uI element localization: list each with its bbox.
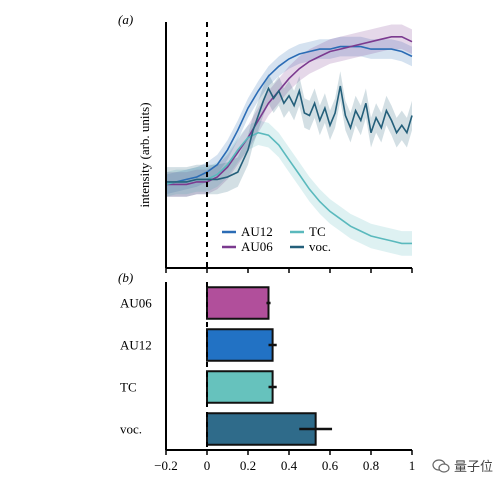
x-axis-ticks	[165, 268, 413, 273]
x-axis-ticks-b: −0.2 0 0.2 0.4 0.6 0.8 1	[154, 450, 415, 473]
panel-b: (b) AU06 AU12 TC voc. −0.2 0 0.2 0.4 0.6 0.8 1	[118, 270, 415, 473]
y-axis-label: intensity (arb. units)	[137, 102, 152, 207]
wechat-logo-icon	[432, 458, 450, 473]
watermark: 量子位	[432, 456, 493, 475]
x-tick-label: 0.4	[281, 458, 298, 473]
category-label: TC	[120, 380, 137, 395]
x-tick-label: 0.2	[240, 458, 256, 473]
band-AU06	[166, 24, 412, 197]
legend-label: TC	[309, 224, 326, 239]
band-voc	[166, 71, 412, 197]
watermark-text: 量子位	[453, 460, 493, 475]
x-tick-label: 0.6	[322, 458, 339, 473]
x-tick-label: −0.2	[154, 458, 178, 473]
panel-a-label: (a)	[118, 12, 133, 27]
bars	[206, 286, 317, 446]
bar-TC	[206, 370, 274, 404]
x-tick-label: 0	[204, 458, 211, 473]
category-labels: AU06 AU12 TC voc.	[120, 296, 152, 437]
error-bars	[266, 301, 333, 431]
bar-AU12	[206, 328, 274, 362]
x-tick-label: 1	[409, 458, 416, 473]
series-line-voc	[166, 85, 413, 183]
panel-b-label: (b)	[118, 270, 133, 285]
legend-label: AU06	[241, 239, 273, 254]
category-label: AU12	[120, 338, 152, 353]
band-AU12	[166, 36, 412, 195]
legend-label: voc.	[309, 239, 331, 254]
x-tick-label: 0.8	[363, 458, 379, 473]
category-label: voc.	[120, 422, 142, 437]
bar-AU06	[206, 286, 270, 320]
band-TC	[166, 120, 412, 256]
legend-label: AU12	[241, 224, 273, 239]
series-line-AU06	[166, 35, 413, 186]
category-label: AU06	[120, 296, 152, 311]
